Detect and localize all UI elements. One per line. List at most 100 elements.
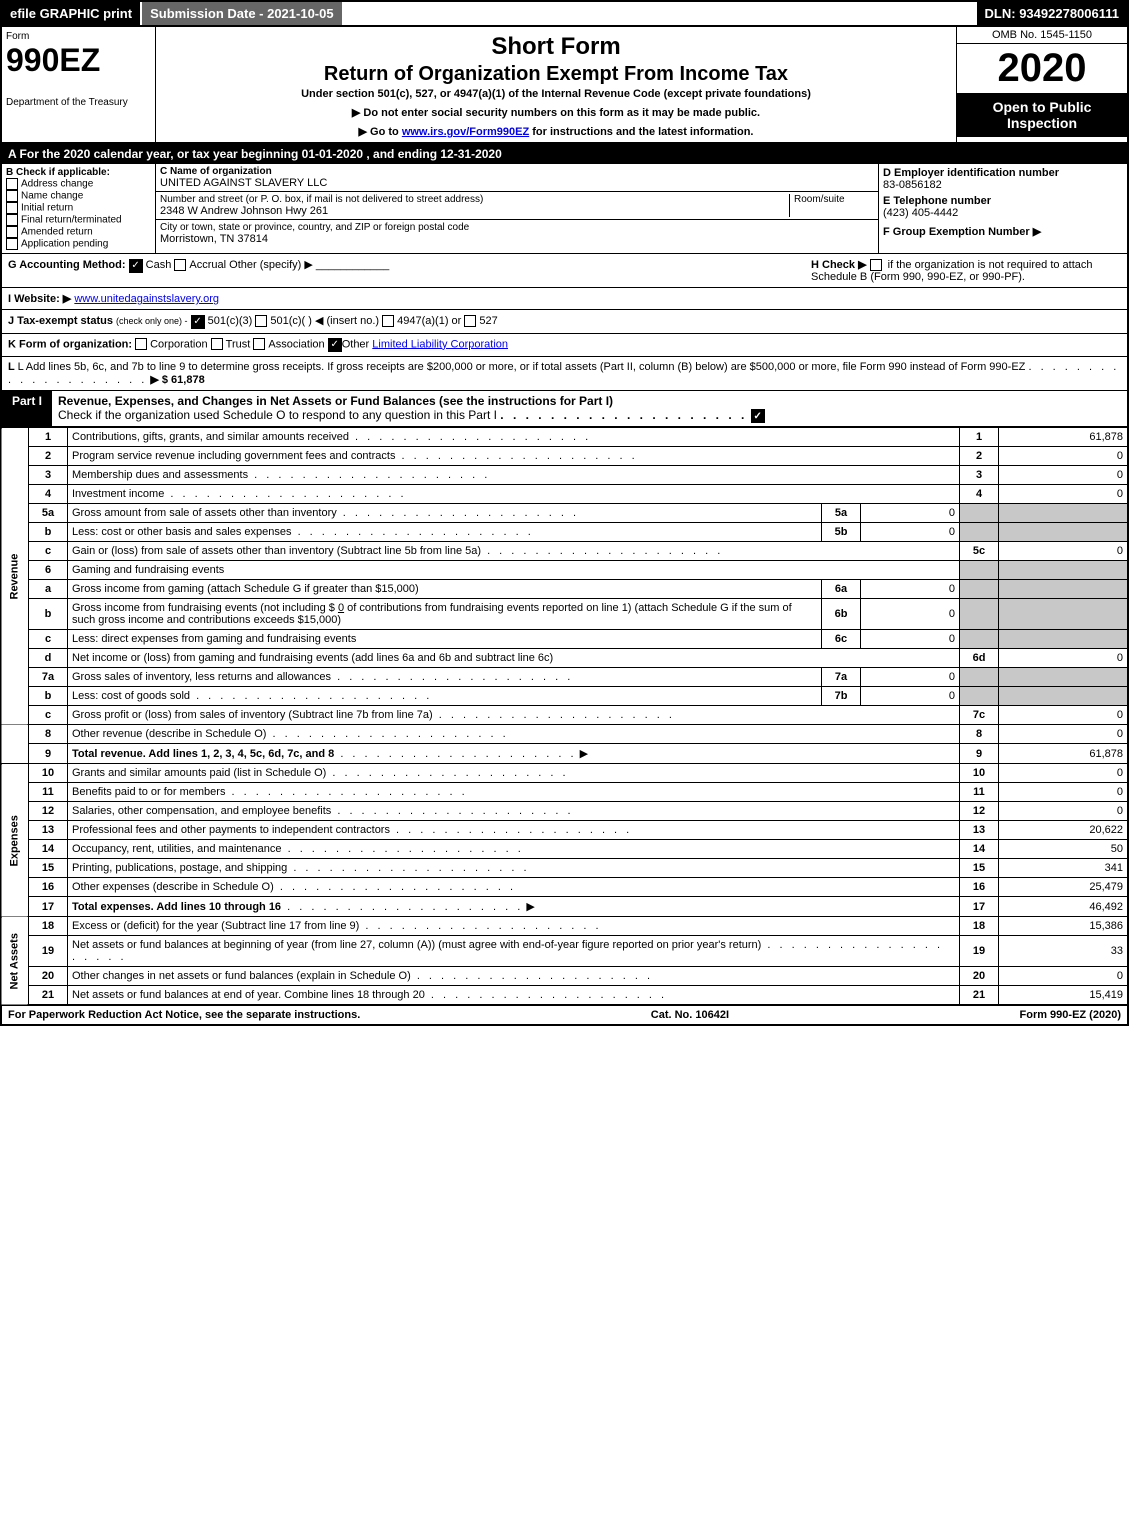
line-5b-sn: 5b (822, 523, 861, 542)
line-7b-sv: 0 (861, 687, 960, 706)
room-suite-label: Room/suite (789, 194, 874, 217)
revenue-side-label: Revenue (1, 428, 29, 725)
checkbox-schedule-o[interactable]: ✓ (751, 409, 765, 423)
submission-date: Submission Date - 2021-10-05 (140, 2, 342, 25)
line-6c-sv: 0 (861, 630, 960, 649)
line-20-rn: 20 (960, 967, 999, 986)
h-prefix: H Check ▶ (811, 259, 867, 271)
line-7c-val: 0 (999, 706, 1129, 725)
dln-label: DLN: 93492278006111 (977, 2, 1127, 25)
line-5a-num: 5a (29, 504, 68, 523)
goto-prefix: ▶ Go to (359, 126, 402, 138)
line-6c-desc: Less: direct expenses from gaming and fu… (68, 630, 822, 649)
website-link[interactable]: www.unitedagainstslavery.org (74, 293, 219, 305)
line-15-num: 15 (29, 859, 68, 878)
line-5a-shade (960, 504, 999, 523)
checkbox-cash[interactable]: ✓ (129, 259, 143, 273)
line-i: I Website: ▶ www.unitedagainstslavery.or… (0, 288, 1129, 310)
checkbox-accrual[interactable] (174, 259, 186, 271)
j-c3: 501(c)(3) (208, 315, 253, 327)
group-exemption-label: F Group Exemption Number ▶ (883, 225, 1123, 238)
org-city: Morristown, TN 37814 (160, 233, 874, 245)
b-final: Final return/terminated (21, 215, 122, 226)
line-11-rn: 11 (960, 783, 999, 802)
line-8-num: 8 (29, 725, 68, 744)
line-17-num: 17 (29, 897, 68, 917)
line-5b-shade (960, 523, 999, 542)
line-6d-rn: 6d (960, 649, 999, 668)
line-19-val: 33 (999, 936, 1129, 967)
form-id-block: Form 990EZ Department of the Treasury (2, 27, 156, 142)
efile-print-button[interactable]: efile GRAPHIC print (2, 2, 140, 25)
line-18-num: 18 (29, 917, 68, 936)
g-label: G Accounting Method: (8, 259, 126, 271)
section-d-e-f: D Employer identification number 83-0856… (878, 164, 1127, 253)
line-12-num: 12 (29, 802, 68, 821)
line-16-val: 25,479 (999, 878, 1129, 897)
line-6d-desc: Net income or (loss) from gaming and fun… (68, 649, 960, 668)
checkbox-corp[interactable] (135, 338, 147, 350)
line-12-rn: 12 (960, 802, 999, 821)
line-10-num: 10 (29, 764, 68, 783)
omb-number: OMB No. 1545-1150 (957, 27, 1127, 44)
checkbox-address-change[interactable] (6, 178, 18, 190)
line-7a-sn: 7a (822, 668, 861, 687)
line-5c-num: c (29, 542, 68, 561)
checkbox-assoc[interactable] (253, 338, 265, 350)
line-6-desc: Gaming and fundraising events (68, 561, 960, 580)
line-6a-num: a (29, 580, 68, 599)
line-6a-shade (960, 580, 999, 599)
j-4947: 4947(a)(1) or (397, 315, 461, 327)
checkbox-schedule-b[interactable] (870, 259, 882, 271)
line-4-val: 0 (999, 485, 1129, 504)
k-other: Other (342, 338, 370, 350)
goto-suffix: for instructions and the latest informat… (532, 126, 753, 138)
line-7a-num: 7a (29, 668, 68, 687)
b-header: B Check if applicable: (6, 167, 151, 178)
checkbox-4947[interactable] (382, 315, 394, 327)
other-org-link[interactable]: Limited Liability Corporation (372, 338, 508, 350)
checkbox-name-change[interactable] (6, 190, 18, 202)
part-1-title: Revenue, Expenses, and Changes in Net As… (52, 391, 1127, 427)
line-l: L L Add lines 5b, 6c, and 7b to line 9 t… (0, 357, 1129, 391)
line-6-num: 6 (29, 561, 68, 580)
irs-form-link[interactable]: www.irs.gov/Form990EZ (402, 126, 529, 138)
line-21-rn: 21 (960, 986, 999, 1005)
k-assoc: Association (268, 338, 324, 350)
footer-left: For Paperwork Reduction Act Notice, see … (8, 1009, 360, 1021)
line-1-desc: Contributions, gifts, grants, and simila… (72, 431, 349, 443)
entity-info-row: B Check if applicable: Address change Na… (0, 164, 1129, 254)
line-20-num: 20 (29, 967, 68, 986)
line-11-val: 0 (999, 783, 1129, 802)
line-5b-sv: 0 (861, 523, 960, 542)
k-trust: Trust (226, 338, 251, 350)
g-accrual: Accrual (189, 259, 226, 271)
line-6-shade2 (999, 561, 1129, 580)
checkbox-initial-return[interactable] (6, 202, 18, 214)
checkbox-501c[interactable] (255, 315, 267, 327)
line-19-num: 19 (29, 936, 68, 967)
line-7b-sn: 7b (822, 687, 861, 706)
line-5b-num: b (29, 523, 68, 542)
line-16-rn: 16 (960, 878, 999, 897)
checkbox-final-return[interactable] (6, 214, 18, 226)
org-street: 2348 W Andrew Johnson Hwy 261 (160, 205, 789, 217)
line-6c-shade2 (999, 630, 1129, 649)
main-title: Return of Organization Exempt From Incom… (160, 63, 952, 86)
line-15-desc: Printing, publications, postage, and shi… (72, 862, 287, 874)
section-b: B Check if applicable: Address change Na… (2, 164, 156, 253)
checkbox-527[interactable] (464, 315, 476, 327)
checkbox-application-pending[interactable] (6, 238, 18, 250)
line-16-desc: Other expenses (describe in Schedule O) (72, 881, 274, 893)
checkbox-amended[interactable] (6, 226, 18, 238)
checkbox-trust[interactable] (211, 338, 223, 350)
k-corp: Corporation (150, 338, 207, 350)
checkbox-other-org[interactable]: ✓ (328, 338, 342, 352)
checkbox-501c3[interactable]: ✓ (191, 315, 205, 329)
line-6d-val: 0 (999, 649, 1129, 668)
line-18-val: 15,386 (999, 917, 1129, 936)
c-city-label: City or town, state or province, country… (160, 222, 874, 233)
line-5b-desc: Less: cost or other basis and sales expe… (72, 526, 292, 538)
line-9-val: 61,878 (999, 744, 1129, 764)
h-schedule-b: H Check ▶ if the organization is not req… (811, 258, 1121, 283)
